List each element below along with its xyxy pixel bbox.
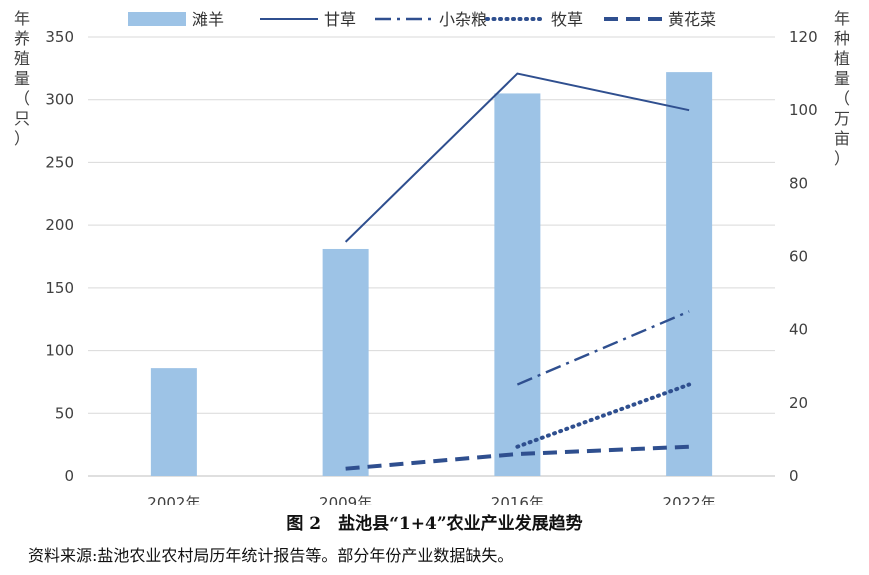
series-line [515, 382, 692, 449]
y-left-tick-label: 50 [55, 404, 74, 422]
bar [322, 248, 369, 476]
y-left-axis-title-char: 养 [14, 29, 30, 48]
y-right-tick-label: 100 [789, 101, 818, 119]
y-left-tick-label: 350 [45, 28, 74, 46]
y-left-tick-label: 150 [45, 279, 74, 297]
y-right-tick-label: 40 [789, 321, 808, 339]
y-left-axis-title-char: 量 [14, 69, 30, 88]
series-line [344, 72, 690, 243]
y-right-axis-title-char: （ [834, 89, 850, 108]
y-left-axis-title-char: ） [14, 129, 30, 148]
source-note: 资料来源:盐池农业农村局历年统计报告等。部分年份产业数据缺失。 [28, 546, 514, 565]
legend-label: 甘草 [324, 10, 356, 29]
y-right-axis-title-char: 量 [834, 69, 850, 88]
x-tick-label: 2022年 [663, 494, 716, 505]
y-right-axis-title-char: 年 [834, 9, 850, 28]
legend-label: 小杂粮 [439, 10, 487, 29]
y-right-tick-label: 20 [789, 394, 808, 412]
y-right-axis-title-char: 万 [834, 109, 850, 128]
x-tick-label: 2009年 [319, 494, 372, 505]
y-left-axis-title-char: 年 [14, 9, 30, 28]
bar [666, 72, 713, 477]
y-left-tick-label: 200 [45, 216, 74, 234]
y-left-tick-label: 300 [45, 91, 74, 109]
y-left-axis-title-char: （ [14, 89, 30, 108]
y-right-tick-label: 120 [789, 28, 818, 46]
y-right-axis-title-char: 亩 [834, 129, 850, 148]
y-left-tick-label: 100 [45, 342, 74, 360]
series-line [516, 310, 690, 386]
y-left-axis-title-char: 殖 [14, 49, 30, 68]
bar [150, 368, 197, 476]
y-right-axis-title-char: ） [834, 149, 850, 168]
legend-swatch [128, 12, 186, 26]
legend-label: 黄花菜 [668, 10, 716, 29]
y-right-tick-label: 80 [789, 174, 808, 192]
x-tick-label: 2002年 [147, 494, 200, 505]
x-tick-label: 2016年 [491, 494, 544, 505]
legend-label: 滩羊 [192, 10, 224, 29]
y-right-axis-title-char: 种 [834, 29, 850, 48]
legend-label: 牧草 [551, 10, 583, 29]
y-right-tick-label: 60 [789, 248, 808, 266]
figure-caption: 图 2 盐池县“1+4”农业产业发展趋势 [286, 514, 583, 534]
y-left-axis-title-char: 只 [14, 109, 30, 128]
y-left-tick-label: 250 [45, 153, 74, 171]
series-line [345, 444, 690, 471]
y-right-axis-title-char: 植 [834, 49, 850, 68]
y-left-tick-label: 0 [64, 467, 74, 485]
bar [494, 93, 541, 476]
y-right-tick-label: 0 [789, 467, 799, 485]
chart: 0 50 100 150 200 250 300 350 0 20 40 60 80 100 120 2002… [14, 9, 850, 505]
